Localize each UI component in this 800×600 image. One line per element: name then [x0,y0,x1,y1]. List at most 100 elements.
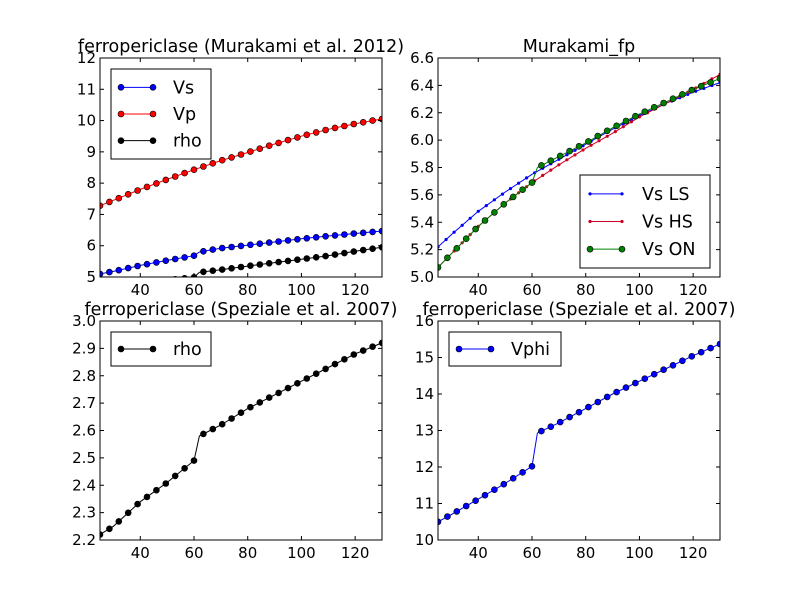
data-point-Vs [106,268,113,276]
data-point-rho [237,263,245,271]
data-point-rho [106,525,113,533]
data-point-rho [134,500,141,508]
plot-area [438,72,720,271]
data-point-Vs ON [481,217,489,224]
data-point-Vp [275,139,282,147]
data-point-Vphi [613,388,620,396]
x-tick-label: 60 [184,281,203,299]
data-point-rho [378,339,382,347]
data-point-Vphi [462,502,470,510]
data-point-Vs [303,235,311,242]
legend-label-rho: rho [173,132,202,152]
data-point-Vphi [632,379,639,387]
x-tick-label: 40 [131,281,150,299]
y-tick-label: 5.0 [410,268,434,286]
y-tick-label: 6.6 [410,49,434,67]
data-point-rho [218,420,226,428]
data-point-Vs HS [605,134,609,138]
data-point-rho [106,285,112,291]
data-point-Vp [200,163,207,170]
data-point-Vp [100,202,104,209]
data-point-Vphi [528,462,536,470]
data-point-Vphi [438,518,442,526]
data-point-Vs [190,252,198,259]
series-line-Vphi [438,343,720,523]
y-tick-label: 12 [77,49,96,67]
y-tick-label: 3.0 [72,312,96,330]
data-point-Vphi [660,366,667,374]
data-point-rho [97,287,103,293]
data-point-Vs ON [697,82,705,90]
data-point-Vphi [444,513,451,520]
x-tick-label: 80 [238,281,257,299]
x-tick-label: 60 [522,281,541,299]
data-point-Vp [350,120,358,128]
data-point-Vs ON [547,157,555,164]
data-point-Vp [312,129,320,136]
data-point-Vphi [688,352,696,360]
data-point-Vs [275,238,282,245]
data-point-Vphi [594,398,602,406]
data-point-Vs HS [597,139,601,143]
x-tick-label: 120 [679,281,708,299]
legend-marker-Vp [117,110,125,118]
data-point-rho [331,251,339,258]
panel-4: 40 60 80 100 120 10 11 12 13 14 15 16ferropericlase… [415,300,736,562]
data-point-Vs LS [517,181,521,185]
data-point-Vphi [707,344,714,352]
y-tick-label: 7 [86,205,96,223]
data-point-Vp [284,136,292,144]
chart-title: ferropericlase (Murakami et al. 2012) [78,37,404,57]
data-point-Vs [153,259,160,266]
data-point-rho [100,531,104,538]
data-point-rho [200,430,207,438]
data-point-rho [256,261,264,268]
chart-title: Murakami_fp [523,37,636,57]
data-point-rho [247,403,254,411]
y-tick-label: 12 [415,458,434,476]
y-tick-label: 6.0 [410,131,434,149]
data-point-Vs [331,232,339,239]
data-point-Vp [218,156,226,164]
data-point-rho [256,399,264,406]
data-point-Vp [190,166,198,173]
y-tick-label: 2.3 [72,504,96,522]
data-point-Vphi [622,384,630,391]
data-point-rho [218,266,226,273]
data-point-Vs ON [566,147,573,155]
legend-label-Vphi: Vphi [511,340,550,360]
data-point-Vs [350,230,358,237]
x-tick-label: 120 [679,544,708,562]
y-tick-label: 11 [415,495,434,513]
data-point-Vs ON [538,162,545,169]
y-tick-label: 2.2 [72,531,96,549]
y-tick-label: 2.9 [72,339,96,357]
data-point-Vphi [575,408,583,416]
data-point-Vs ON [491,209,498,216]
data-point-Vphi [481,491,489,499]
data-point-Vs [171,255,179,263]
data-point-Vp [247,148,254,155]
data-point-Vp [153,180,160,187]
legend-label-rho: rho [173,340,202,360]
data-point-Vp [331,124,339,132]
plot-area [100,339,382,538]
data-point-rho [275,258,282,266]
data-point-Vp [124,191,132,198]
data-point-Vp [359,119,367,126]
data-point-Vs LS [468,216,472,220]
data-point-Vs HS [549,168,553,172]
data-point-Vs LS [484,204,488,208]
data-point-Vphi [679,357,686,365]
data-point-Vphi [472,497,479,505]
data-point-rho [163,277,169,283]
data-point-Vphi [509,474,517,482]
data-point-Vphi [453,508,461,515]
x-tick-label: 80 [238,544,257,562]
data-point-Vs ON [622,117,630,125]
data-point-Vs ON [641,108,649,115]
data-point-Vp [322,126,329,134]
legend-label-Vs LS: Vs LS [642,185,690,205]
data-point-Vs [369,228,376,236]
data-point-Vs HS [581,148,585,152]
